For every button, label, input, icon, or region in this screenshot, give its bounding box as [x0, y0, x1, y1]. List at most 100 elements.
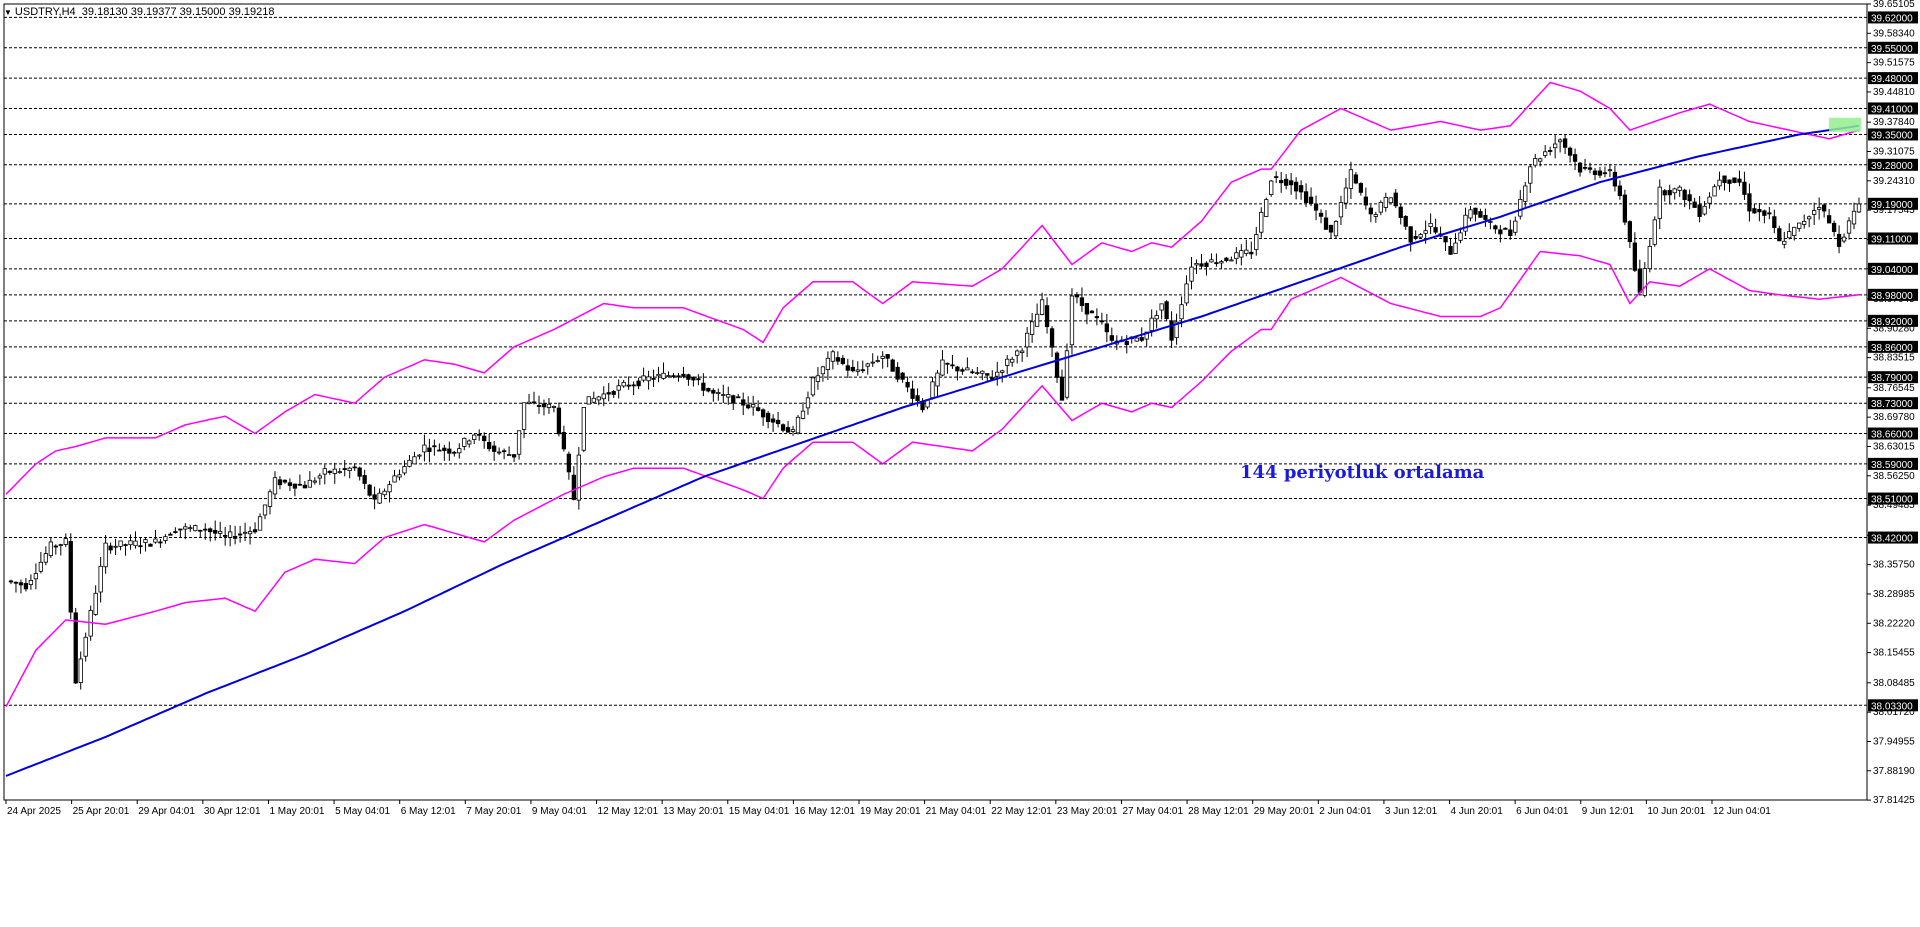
candle-bear[interactable]	[651, 377, 656, 380]
candle-bear[interactable]	[1597, 170, 1603, 176]
candle-bull[interactable]	[1219, 261, 1224, 264]
candle-bull[interactable]	[1672, 188, 1677, 194]
candle-bull[interactable]	[43, 553, 48, 563]
candle-bear[interactable]	[367, 484, 372, 496]
candle-bull[interactable]	[800, 410, 806, 419]
candle-bear[interactable]	[696, 378, 701, 381]
candle-bear[interactable]	[1548, 150, 1553, 152]
candle-bear[interactable]	[1592, 170, 1598, 175]
candle-bear[interactable]	[452, 451, 457, 454]
candle-bear[interactable]	[711, 389, 716, 394]
candle-bull[interactable]	[1523, 185, 1528, 202]
candle-bear[interactable]	[487, 441, 492, 450]
candle-bear[interactable]	[1044, 305, 1050, 328]
candle-bull[interactable]	[1841, 236, 1847, 242]
candle-bull[interactable]	[472, 434, 477, 440]
candle-bull[interactable]	[113, 545, 118, 548]
candle-bull[interactable]	[591, 397, 596, 403]
candle-bear[interactable]	[1104, 323, 1109, 333]
candle-bull[interactable]	[1144, 331, 1149, 340]
candle-bear[interactable]	[1767, 212, 1772, 215]
candle-bear[interactable]	[860, 369, 865, 372]
candle-bear[interactable]	[108, 545, 113, 551]
candle-bear[interactable]	[1667, 190, 1672, 196]
candle-bull[interactable]	[1378, 201, 1383, 213]
candle-bear[interactable]	[845, 365, 850, 371]
candle-bull[interactable]	[1528, 166, 1533, 184]
candle-bull[interactable]	[1388, 197, 1393, 204]
candle-bull[interactable]	[1343, 187, 1349, 204]
candle-bear[interactable]	[631, 384, 636, 387]
candle-bear[interactable]	[327, 470, 332, 473]
candle-bear[interactable]	[297, 483, 303, 486]
candle-bear[interactable]	[53, 545, 58, 548]
candle-bear[interactable]	[1328, 224, 1334, 233]
candle-bear[interactable]	[1831, 222, 1837, 232]
candle-bull[interactable]	[1513, 220, 1518, 233]
candle-bull[interactable]	[1254, 234, 1259, 250]
candle-bull[interactable]	[656, 373, 661, 377]
candle-bull[interactable]	[322, 468, 327, 475]
candle-bear[interactable]	[477, 433, 482, 436]
candle-bull[interactable]	[1782, 240, 1787, 245]
candle-bear[interactable]	[68, 541, 73, 613]
candle-bull[interactable]	[1020, 350, 1025, 353]
candle-bull[interactable]	[1647, 245, 1652, 270]
candle-bear[interactable]	[1503, 227, 1508, 230]
candle-bear[interactable]	[765, 412, 771, 422]
candle-bear[interactable]	[1448, 245, 1453, 255]
candle-bear[interactable]	[985, 373, 990, 376]
candle-bear[interactable]	[1368, 207, 1373, 215]
candle-bear[interactable]	[890, 359, 895, 372]
candle-bull[interactable]	[1657, 186, 1662, 219]
candle-bear[interactable]	[1562, 138, 1568, 148]
candle-bear[interactable]	[746, 404, 751, 409]
candle-bull[interactable]	[78, 658, 83, 683]
candle-bear[interactable]	[681, 373, 686, 377]
candle-bear[interactable]	[1617, 185, 1623, 197]
candle-bear[interactable]	[362, 475, 367, 484]
candle-bull[interactable]	[1069, 295, 1075, 346]
candle-bear[interactable]	[945, 362, 950, 365]
candle-bull[interactable]	[188, 527, 193, 530]
candle-bear[interactable]	[1777, 228, 1782, 242]
candle-bear[interactable]	[198, 529, 203, 532]
candle-bull[interactable]	[1373, 214, 1378, 217]
candle-bear[interactable]	[1742, 181, 1747, 195]
candle-bull[interactable]	[641, 375, 646, 381]
candle-bear[interactable]	[1697, 204, 1702, 217]
candle-bear[interactable]	[1074, 294, 1080, 298]
candle-bear[interactable]	[1393, 192, 1398, 207]
candle-bull[interactable]	[1184, 283, 1189, 304]
candle-bear[interactable]	[1622, 194, 1628, 223]
candle-bull[interactable]	[1817, 207, 1822, 210]
candle-bull[interactable]	[247, 531, 253, 535]
candle-bull[interactable]	[163, 536, 168, 541]
candle-bull[interactable]	[1557, 139, 1563, 143]
candle-bull[interactable]	[1149, 317, 1154, 331]
candle-bear[interactable]	[970, 371, 975, 374]
candle-bear[interactable]	[1358, 183, 1364, 193]
candle-bull[interactable]	[666, 375, 671, 377]
candle-bull[interactable]	[1553, 143, 1558, 149]
candle-bear[interactable]	[1109, 335, 1114, 341]
candle-bear[interactable]	[736, 396, 741, 399]
candle-bear[interactable]	[1473, 207, 1478, 215]
candle-bull[interactable]	[795, 416, 801, 434]
candle-bear[interactable]	[701, 382, 706, 391]
candle-bull[interactable]	[262, 504, 268, 516]
candle-bear[interactable]	[1836, 233, 1842, 247]
candle-bull[interactable]	[183, 526, 188, 530]
candle-bull[interactable]	[392, 475, 397, 483]
candle-bull[interactable]	[1677, 186, 1682, 191]
candle-bull[interactable]	[716, 391, 721, 394]
candle-bear[interactable]	[427, 447, 432, 452]
candle-bull[interactable]	[48, 541, 53, 556]
candle-bear[interactable]	[671, 375, 676, 378]
candle-bull[interactable]	[402, 466, 407, 474]
candle-bull[interactable]	[1717, 179, 1722, 187]
candle-bull[interactable]	[417, 454, 422, 457]
candle-bear[interactable]	[1284, 178, 1289, 186]
candle-bear[interactable]	[1059, 376, 1065, 401]
candle-bull[interactable]	[1488, 221, 1493, 223]
